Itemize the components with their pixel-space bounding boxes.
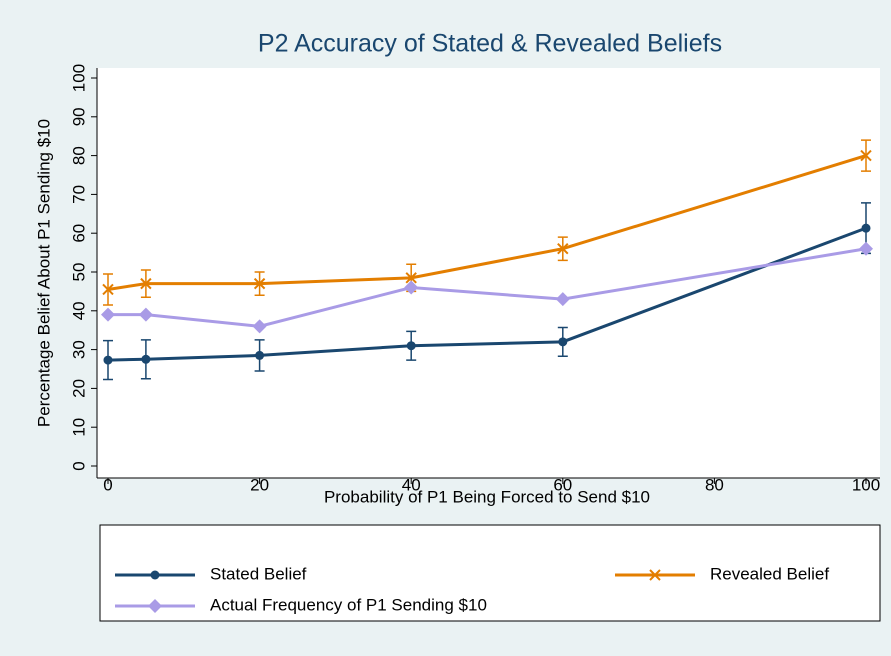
x-axis-label: Probability of P1 Being Forced to Send $… [324, 487, 650, 506]
y-tick-label: 10 [69, 418, 88, 437]
x-tick-label: 40 [402, 475, 421, 494]
y-tick-label: 20 [69, 379, 88, 398]
legend-label: Stated Belief [210, 564, 307, 583]
data-point [558, 337, 568, 347]
chart-title: P2 Accuracy of Stated & Revealed Beliefs [258, 30, 722, 58]
y-tick-label: 0 [69, 461, 88, 470]
y-tick-label: 100 [69, 64, 88, 92]
data-point [405, 272, 417, 284]
x-tick-label: 20 [250, 475, 269, 494]
y-tick-label: 90 [69, 107, 88, 126]
y-tick-label: 30 [69, 340, 88, 359]
data-point [859, 241, 873, 256]
legend-marker [148, 599, 162, 613]
legend-marker [150, 570, 160, 580]
data-point [860, 149, 872, 162]
data-point [557, 243, 569, 255]
y-tick-label: 70 [69, 185, 88, 204]
y-tick-label: 50 [69, 263, 88, 282]
data-point [406, 341, 416, 351]
data-point [140, 277, 152, 290]
series-line [107, 154, 867, 291]
series-line [107, 226, 867, 362]
x-tick-label: 60 [553, 475, 572, 494]
y-tick-label: 40 [69, 301, 88, 320]
data-point [138, 307, 153, 322]
data-point [255, 350, 265, 360]
data-point [101, 307, 115, 322]
legend-marker [649, 569, 661, 581]
y-tick-label: 60 [69, 224, 88, 243]
data-point [555, 292, 570, 307]
y-axis-label: Percentage Belief About P1 Sending $10 [34, 119, 53, 427]
data-point [141, 354, 151, 364]
legend [99, 524, 881, 622]
y-tick-label: 80 [69, 146, 88, 165]
legend-label: Revealed Belief [710, 564, 829, 583]
x-tick-label: 100 [852, 475, 880, 494]
plot-area [97, 68, 880, 478]
legend-label: Actual Frequency of P1 Sending $10 [210, 595, 487, 614]
data-point [103, 355, 113, 365]
data-point [253, 277, 266, 290]
data-point [102, 283, 114, 296]
data-point [404, 280, 419, 295]
data-point [861, 223, 871, 233]
x-tick-label: 0 [103, 475, 112, 494]
x-tick-label: 80 [705, 475, 724, 494]
data-point [252, 319, 267, 334]
